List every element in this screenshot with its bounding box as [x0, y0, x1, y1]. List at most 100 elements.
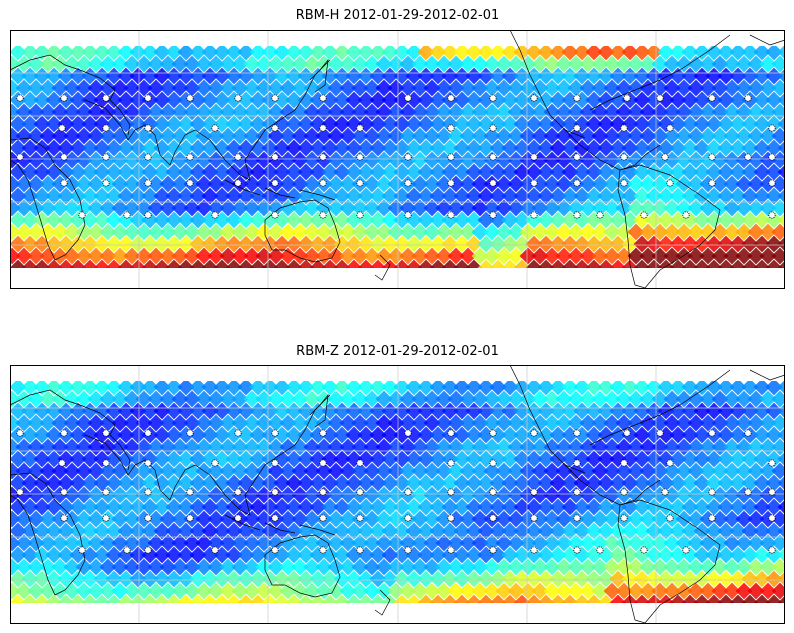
field-tile [357, 67, 375, 85]
field-tile [123, 199, 141, 217]
field-tile [567, 223, 585, 241]
field-tile [411, 558, 429, 576]
station-marker [211, 211, 219, 219]
field-tile [393, 163, 411, 181]
field-tile [153, 235, 171, 253]
field-tile [693, 187, 711, 205]
field-tile [129, 115, 147, 133]
field-tile [141, 139, 159, 157]
field-tile [285, 522, 303, 540]
field-tile [447, 223, 465, 241]
field-tile [357, 546, 375, 564]
field-tile [423, 462, 441, 480]
field-tile [705, 570, 723, 588]
field-tile [603, 199, 621, 217]
mask-top [10, 30, 785, 46]
field-tile [459, 438, 477, 456]
field-tile [129, 139, 147, 157]
mask-top [10, 365, 785, 381]
field-tile [39, 534, 57, 552]
field-tile [33, 211, 51, 229]
field-tile [321, 139, 339, 157]
field-tile [531, 55, 549, 73]
field-tile [435, 486, 453, 504]
field-tile [381, 115, 399, 133]
field-tile [423, 223, 441, 241]
field-tile [705, 187, 723, 205]
field-tile [10, 534, 21, 552]
field-tile [777, 379, 785, 395]
field-tile [729, 522, 747, 540]
field-tile [333, 139, 351, 157]
field-tile [483, 79, 501, 97]
station-marker [404, 488, 412, 496]
field-tile [21, 139, 39, 157]
field-tile [327, 582, 345, 600]
field-tile [321, 187, 339, 205]
field-tile [435, 55, 453, 73]
field-tile [291, 79, 309, 97]
field-tile [21, 235, 39, 253]
field-tile [387, 127, 405, 145]
field-tile [423, 486, 441, 504]
field-tile [429, 211, 447, 229]
field-tile [297, 139, 315, 157]
field-tile [207, 558, 225, 576]
field-tile [537, 522, 555, 540]
field-tile [129, 498, 147, 516]
field-tile [387, 414, 405, 432]
field-tile [663, 127, 681, 145]
field-tile [105, 163, 123, 181]
field-tile [525, 498, 543, 516]
field-tile [555, 55, 573, 73]
field-tile [279, 223, 297, 241]
field-tile [627, 582, 645, 600]
field-tile [285, 498, 303, 516]
field-tile [429, 474, 447, 492]
field-tile [597, 115, 615, 133]
field-tile [435, 223, 453, 241]
field-tile [777, 499, 785, 515]
field-tile [375, 582, 393, 600]
field-tile [81, 522, 99, 540]
station-marker [404, 211, 412, 219]
field-tile [189, 211, 207, 229]
field-tile [549, 211, 567, 229]
field-tile [537, 115, 555, 133]
field-tile [405, 402, 423, 420]
field-tile [213, 546, 231, 564]
field-tile [213, 91, 231, 109]
field-tile [159, 534, 177, 552]
field-tile [10, 414, 21, 432]
field-tile [189, 570, 207, 588]
field-tile [393, 450, 411, 468]
field-tile [189, 187, 207, 205]
field-tile [525, 546, 543, 564]
field-tile [285, 450, 303, 468]
field-tile [195, 558, 213, 576]
field-tile [207, 199, 225, 217]
field-tile [177, 211, 195, 229]
field-tile [183, 127, 201, 145]
field-tile [81, 498, 99, 516]
field-tile [57, 187, 75, 205]
field-tile [447, 438, 465, 456]
station-marker [356, 459, 364, 467]
field-tile [189, 498, 207, 516]
field-tile [417, 402, 435, 420]
field-tile [15, 558, 33, 576]
station-marker [123, 546, 131, 554]
field-tile [435, 462, 453, 480]
field-tile [591, 223, 609, 241]
station-marker [530, 179, 538, 187]
field-tile [405, 91, 423, 109]
field-tile [231, 558, 249, 576]
field-tile [327, 558, 345, 576]
field-tile [459, 151, 477, 169]
field-tile [177, 522, 195, 540]
field-tile [441, 67, 459, 85]
field-tile [513, 187, 531, 205]
field-tile [747, 223, 765, 241]
field-tile [393, 139, 411, 157]
field-tile [333, 522, 351, 540]
